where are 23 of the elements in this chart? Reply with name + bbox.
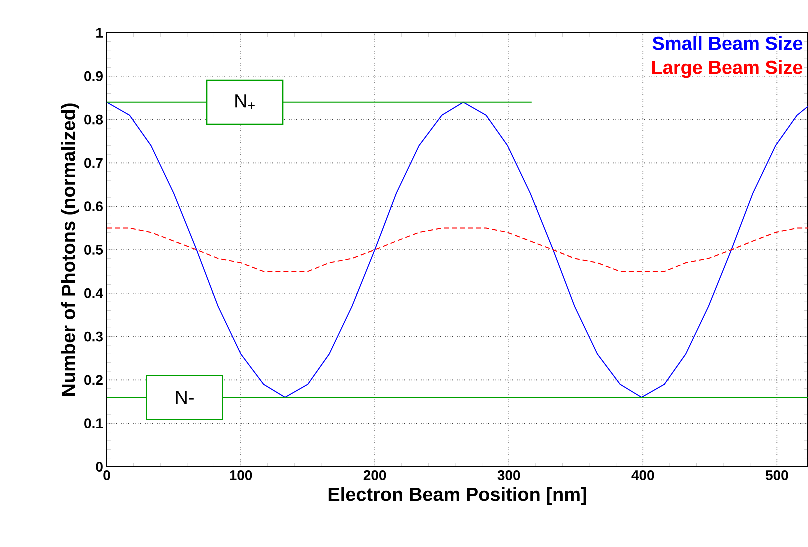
annotation: N$_{+}$: [236, 94, 255, 110]
text: Small Beam Size: [652, 36, 803, 50]
x-tick-label: 200: [364, 470, 386, 480]
y-tick-label: 0.7: [84, 158, 103, 168]
text: Large Beam Size: [652, 60, 803, 78]
y-tick-label: 0.8: [84, 114, 104, 125]
annotation: N-: [176, 391, 194, 404]
y-tick-label: 0.6: [84, 202, 103, 212]
y-axis-title: Number of Photons (normalized): [61, 104, 80, 396]
y-tick-label: 0: [96, 462, 103, 472]
x-tick-label: 400: [632, 470, 654, 480]
y-tick-label: 0.4: [84, 288, 104, 298]
x-axis-title: Electron Beam Position [nm]: [328, 487, 586, 506]
y-tick-label: 0.9: [84, 71, 103, 82]
y-tick-label: 1: [96, 28, 104, 38]
y-tick-label: 0.5: [84, 245, 104, 255]
y-tick-label: 0.2: [84, 375, 103, 386]
x-tick-label: 100: [230, 470, 252, 480]
x-tick-label: 500: [766, 470, 788, 480]
x-tick-label: 0: [104, 470, 110, 480]
y-tick-label: 0.1: [84, 418, 104, 429]
x-tick-label: 300: [498, 470, 520, 480]
y-tick-label: 0.3: [84, 332, 103, 342]
